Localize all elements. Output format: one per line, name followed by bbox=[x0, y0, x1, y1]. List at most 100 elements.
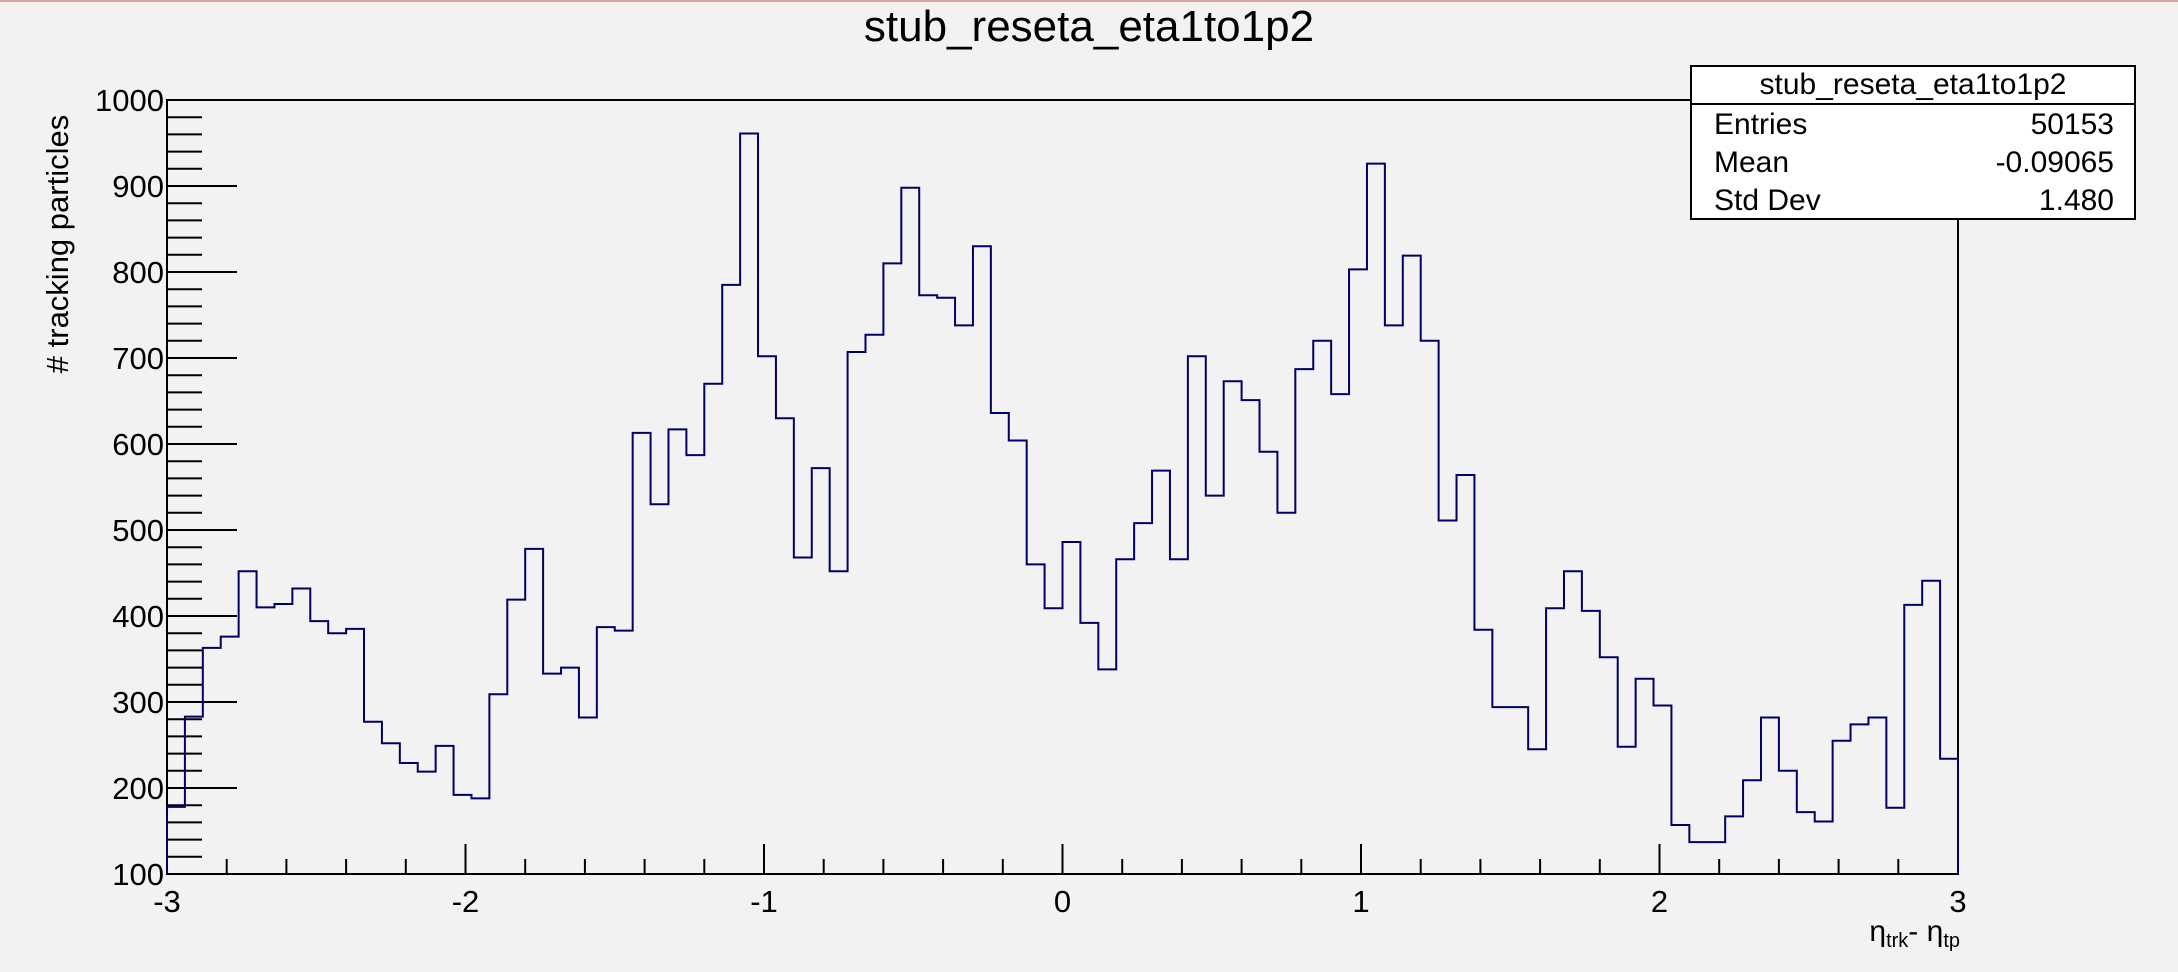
histogram-bin bbox=[1260, 452, 1278, 874]
y-tick-label: 1000 bbox=[95, 83, 164, 118]
y-tick-label: 800 bbox=[112, 255, 164, 290]
histogram-bin bbox=[221, 637, 239, 874]
histogram-bin bbox=[454, 795, 472, 874]
histogram-bin bbox=[489, 694, 507, 874]
stats-value: 1.480 bbox=[2038, 184, 2114, 217]
histogram-bin bbox=[668, 429, 686, 874]
histogram-bin bbox=[883, 263, 901, 874]
histogram-bin bbox=[1188, 356, 1206, 874]
histogram-bin bbox=[328, 633, 346, 874]
histogram-bin bbox=[1242, 400, 1260, 874]
x-axis-label-symbol-2: η bbox=[1926, 915, 1944, 948]
histogram-bin bbox=[1063, 542, 1081, 874]
histogram-bin bbox=[1313, 341, 1331, 874]
x-axis-label-separator: - bbox=[1908, 915, 1927, 948]
histogram-bin bbox=[740, 134, 758, 874]
stats-label: Mean bbox=[1714, 146, 1790, 179]
histogram-bin bbox=[1170, 559, 1188, 874]
histogram-bin bbox=[1080, 623, 1098, 874]
stats-title: stub_reseta_eta1to1p2 bbox=[1692, 67, 2134, 105]
histogram-bin bbox=[1707, 842, 1725, 874]
x-axis-label-sub-tp: tp bbox=[1943, 930, 1960, 952]
histogram-bin bbox=[364, 722, 382, 874]
histogram-bin bbox=[1152, 471, 1170, 874]
histogram-bin bbox=[1833, 741, 1851, 874]
histogram-bin bbox=[776, 418, 794, 874]
histogram-bin bbox=[991, 413, 1009, 874]
histogram-bin bbox=[1725, 816, 1743, 874]
histogram-bin bbox=[543, 674, 561, 874]
histogram-bin bbox=[1940, 759, 1958, 874]
histogram-bin bbox=[1671, 825, 1689, 874]
histogram-bin bbox=[561, 668, 579, 874]
histogram-bin bbox=[1600, 657, 1618, 874]
x-tick-label: 3 bbox=[1949, 884, 1966, 919]
histogram-bin bbox=[1779, 771, 1797, 874]
histogram-bin bbox=[1457, 475, 1475, 874]
histogram-bin bbox=[1743, 780, 1761, 874]
histogram-bin bbox=[597, 627, 615, 874]
histogram-bin bbox=[848, 352, 866, 874]
chart-title: stub_reseta_eta1to1p2 bbox=[863, 2, 1315, 51]
histogram-outline bbox=[166, 132, 1959, 874]
histogram-bin bbox=[973, 246, 991, 874]
histogram-bin bbox=[239, 571, 257, 874]
histogram-bin bbox=[400, 763, 418, 874]
x-tick-label: 1 bbox=[1352, 884, 1369, 919]
stats-label: Entries bbox=[1714, 108, 1808, 141]
window-top-border bbox=[0, 0, 2178, 2]
histogram-bin bbox=[1851, 724, 1869, 874]
histogram-bin bbox=[955, 325, 973, 874]
histogram-bin bbox=[257, 607, 275, 874]
stats-row-entries: Entries 50153 bbox=[1692, 105, 2134, 143]
y-tick-label: 100 bbox=[112, 857, 164, 892]
stats-box: stub_reseta_eta1to1p2 Entries 50153 Mean… bbox=[1690, 65, 2136, 220]
x-tick-label: -3 bbox=[153, 884, 181, 919]
histogram-bin bbox=[1815, 822, 1833, 874]
histogram-bin bbox=[1618, 747, 1636, 874]
histogram-bin bbox=[1045, 608, 1063, 874]
histogram-bin bbox=[1474, 630, 1492, 874]
histogram-bin bbox=[686, 455, 704, 874]
histogram-bin bbox=[830, 571, 848, 874]
histogram-bin bbox=[1564, 571, 1582, 874]
histogram-bin bbox=[1761, 717, 1779, 874]
histogram-bin bbox=[1277, 513, 1295, 874]
histogram-bin bbox=[203, 648, 221, 874]
histogram-bin bbox=[1689, 842, 1707, 874]
x-tick-label: 2 bbox=[1651, 884, 1668, 919]
histogram-bin bbox=[292, 588, 310, 874]
y-tick-label: 300 bbox=[112, 685, 164, 720]
histogram-bin bbox=[1868, 717, 1886, 874]
histogram-bin bbox=[1510, 707, 1528, 874]
histogram-bin bbox=[1331, 394, 1349, 874]
histogram-bin bbox=[1349, 269, 1367, 874]
histogram-bin bbox=[704, 384, 722, 874]
histogram-bin bbox=[1797, 812, 1815, 874]
histogram-bin bbox=[1492, 707, 1510, 874]
stats-row-std-dev: Std Dev 1.480 bbox=[1692, 181, 2134, 219]
histogram-bin bbox=[1922, 581, 1940, 874]
histogram-bin bbox=[1116, 559, 1134, 874]
histogram-bin bbox=[507, 600, 525, 874]
histogram-bin bbox=[1546, 608, 1564, 874]
histogram-bin bbox=[346, 629, 364, 874]
x-tick-label: -1 bbox=[750, 884, 778, 919]
histogram-bin bbox=[382, 743, 400, 874]
histogram-bin bbox=[1009, 441, 1027, 874]
histogram-bin bbox=[579, 717, 597, 874]
y-tick-label: 200 bbox=[112, 771, 164, 806]
histogram-bin bbox=[865, 335, 883, 874]
histogram-bin bbox=[615, 631, 633, 874]
x-axis-label: ηtrk- ηtp bbox=[1869, 915, 1960, 953]
y-tick-label: 400 bbox=[112, 599, 164, 634]
histogram-bin bbox=[274, 604, 292, 874]
histogram-bin bbox=[758, 356, 776, 874]
histogram-bin bbox=[651, 504, 669, 874]
histogram-bin bbox=[525, 549, 543, 874]
histogram-bin bbox=[1439, 521, 1457, 874]
x-axis-label-sub-trk: trk bbox=[1886, 930, 1909, 952]
y-tick-label: 700 bbox=[112, 341, 164, 376]
y-tick-label: 500 bbox=[112, 513, 164, 548]
histogram-bin bbox=[310, 621, 328, 874]
